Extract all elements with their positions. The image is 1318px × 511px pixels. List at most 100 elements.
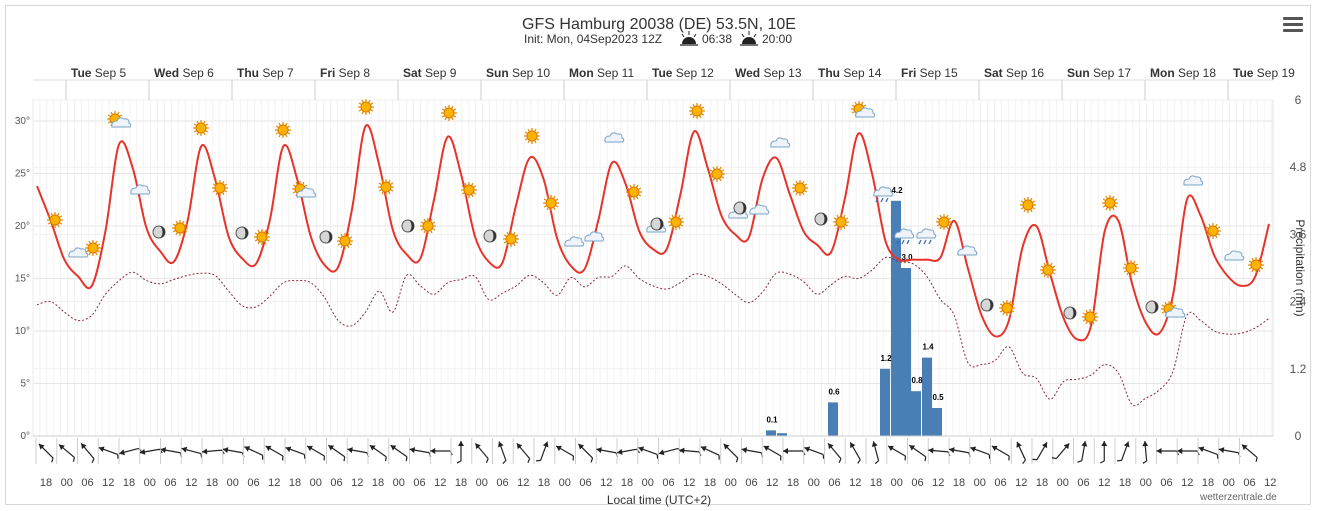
hour-label: 12 <box>268 477 280 489</box>
cloud-icon <box>1165 307 1186 318</box>
sun-icon <box>626 184 642 200</box>
hour-label: 18 <box>870 477 882 489</box>
cloud-icon <box>749 204 770 215</box>
hour-label: 00 <box>808 477 820 489</box>
plot-area <box>32 99 1274 437</box>
hour-label: 00 <box>310 477 322 489</box>
sun-icon <box>1123 260 1139 276</box>
hour-label: 12 <box>600 477 612 489</box>
day-label: Fri Sep 8 <box>320 66 370 80</box>
hour-label: 18 <box>40 477 52 489</box>
day-label: Mon Sep 18 <box>1150 66 1216 80</box>
cloud-icon <box>916 228 937 239</box>
wind-arrow <box>783 448 806 456</box>
wind-arrow <box>98 446 119 459</box>
cloud-icon <box>1183 175 1204 186</box>
sun-icon <box>420 218 436 234</box>
cloud-icon <box>564 236 585 247</box>
sun-icon <box>936 214 952 230</box>
precip-bar-label: 0.8 <box>911 376 923 385</box>
hour-label: 00 <box>1057 477 1069 489</box>
temperature-lines <box>36 124 1270 407</box>
wind-arrow <box>1218 447 1241 458</box>
hour-label: 06 <box>413 477 425 489</box>
hour-label: 00 <box>1223 477 1235 489</box>
hour-label: 06 <box>330 477 342 489</box>
wind-arrow <box>617 448 640 455</box>
precip-bar <box>880 368 890 436</box>
rain-icon <box>875 197 889 203</box>
hour-label: 18 <box>704 477 716 489</box>
sunrise-icon <box>680 31 698 46</box>
hamburger-menu-icon[interactable] <box>1283 17 1303 33</box>
rain-icon <box>896 239 910 245</box>
hour-label: 00 <box>393 477 405 489</box>
hour-label: 18 <box>455 477 467 489</box>
sun-icon <box>193 120 209 136</box>
wind-arrow <box>1051 442 1070 460</box>
hour-label: 12 <box>351 477 363 489</box>
wind-arrow <box>1016 441 1027 464</box>
hour-label: 18 <box>123 477 135 489</box>
sun-icon <box>378 179 394 195</box>
chart-frame <box>5 5 1311 505</box>
hour-label: 12 <box>1181 477 1193 489</box>
moon-icon <box>152 225 166 239</box>
y-tick-left: 25° <box>15 169 30 180</box>
sun-icon <box>172 220 188 236</box>
hour-label: 12 <box>517 477 529 489</box>
sun-icon <box>337 233 353 249</box>
wind-arrow <box>679 447 702 457</box>
precip-bar-label: 0.6 <box>828 387 840 396</box>
y-tick-left: 30° <box>15 116 30 127</box>
moon-icon <box>235 226 249 240</box>
hour-label: 06 <box>496 477 508 489</box>
precip-bar <box>922 357 932 436</box>
sun-icon <box>85 240 101 256</box>
day-label: Sat Sep 16 <box>984 66 1044 80</box>
cloud-icon <box>770 137 791 148</box>
moon-icon <box>733 201 747 215</box>
moon-icon <box>1063 306 1077 320</box>
precip-bar-label: 0.5 <box>932 393 944 402</box>
wind-arrow <box>536 441 549 462</box>
wind-arrows <box>35 438 1258 465</box>
hour-label: 18 <box>372 477 384 489</box>
y-axis-right-label: Precipitation (mm) <box>1293 219 1307 316</box>
wind-arrow <box>596 447 618 458</box>
hour-label: 12 <box>766 477 778 489</box>
hour-label: 06 <box>662 477 674 489</box>
wind-arrow <box>244 446 264 460</box>
hour-label: 00 <box>642 477 654 489</box>
cloud-icon <box>894 228 915 239</box>
precip-bar <box>911 391 921 436</box>
wind-arrow <box>160 447 183 458</box>
precip-bar <box>777 433 787 436</box>
day-label: Sun Sep 10 <box>486 66 550 80</box>
hour-label: 18 <box>621 477 633 489</box>
sun-icon <box>275 122 291 138</box>
wind-arrow <box>369 444 387 462</box>
wind-arrow <box>1142 440 1149 464</box>
hour-label: 06 <box>994 477 1006 489</box>
day-label: Tue Sep 12 <box>652 66 714 80</box>
day-label: Fri Sep 15 <box>901 66 958 80</box>
sun-icon <box>689 103 705 119</box>
wind-arrow <box>763 445 782 461</box>
hour-label: 06 <box>579 477 591 489</box>
precip-bar-label: 3.0 <box>901 253 913 262</box>
y-tick-right: 1.2 <box>1290 362 1307 376</box>
day-label: Sat Sep 9 <box>403 66 457 80</box>
y-axis-right: 0 1.2 2.4 3.6 4.8 6 <box>1290 93 1307 443</box>
hour-label: 12 <box>683 477 695 489</box>
credit-text: wetterzentrale.de <box>1199 492 1277 503</box>
hour-label: 12 <box>102 477 114 489</box>
sun-icon <box>833 214 849 230</box>
sun-icon <box>503 231 519 247</box>
wind-arrow <box>306 445 326 461</box>
hour-label: 06 <box>1160 477 1172 489</box>
wind-arrow <box>827 442 842 464</box>
y-tick-left: 15° <box>15 274 30 285</box>
moon-icon <box>483 229 497 243</box>
wind-arrow <box>723 443 739 463</box>
